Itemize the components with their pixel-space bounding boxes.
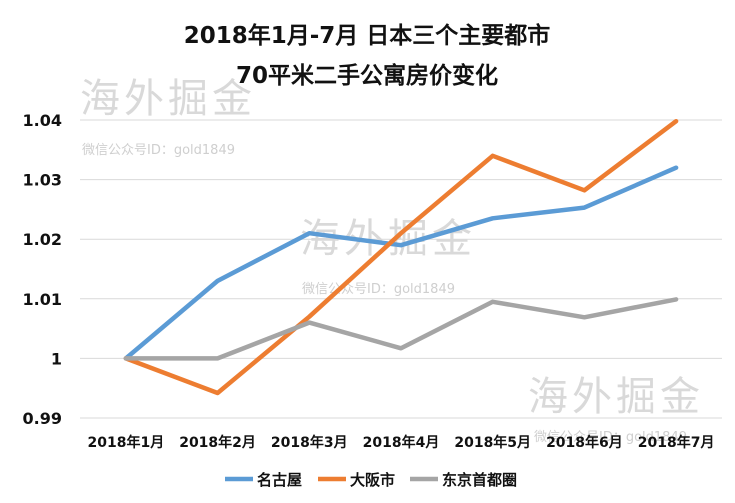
y-tick-label: 1.02 <box>23 230 62 249</box>
watermark-text: 海外掘金 <box>80 76 256 122</box>
legend: 名古屋 大阪市 东京首都圈 <box>225 471 517 489</box>
series-line-2 <box>123 118 679 396</box>
x-tick-label: 2018年6月 <box>546 434 623 451</box>
watermarks: 海外掘金微信公众号ID：gold1849海外掘金微信公众号ID：gold1849… <box>80 76 704 445</box>
watermark-text: 海外掘金 <box>528 374 704 420</box>
x-axis: 2018年1月 2018年2月 2018年3月 2018年4月 2018年5月 2018年… <box>87 434 714 451</box>
x-tick-label: 2018年3月 <box>271 434 348 451</box>
series-line-3 <box>123 297 679 361</box>
y-axis: 0.99 1 1.01 1.02 1.03 1.04 <box>23 111 62 428</box>
y-tick-label: 1.01 <box>23 290 62 309</box>
x-tick-label: 2018年1月 <box>87 434 164 451</box>
series-lines <box>123 118 679 396</box>
legend-label: 大阪市 <box>350 471 395 489</box>
y-tick-label: 1 <box>51 349 62 368</box>
watermark-subtext: 微信公众号ID：gold1849 <box>534 430 687 445</box>
y-tick-label: 1.04 <box>23 111 62 130</box>
watermark-subtext: 微信公众号ID：gold1849 <box>82 143 235 158</box>
y-tick-label: 1.03 <box>23 171 62 190</box>
y-tick-label: 0.99 <box>23 409 62 428</box>
x-tick-label: 2018年5月 <box>454 434 531 451</box>
chart-title-line: 70平米二手公寓房价变化 <box>236 62 498 89</box>
chart-title-line: 2018年1月-7月 日本三个主要都市 <box>184 22 551 49</box>
watermark-text: 海外掘金 <box>300 216 476 262</box>
legend-label: 东京首都圈 <box>442 471 517 489</box>
x-tick-label: 2018年2月 <box>179 434 256 451</box>
chart-title: 2018年1月-7月 日本三个主要都市 70平米二手公寓房价变化 <box>184 22 551 89</box>
x-tick-label: 2018年4月 <box>363 434 440 451</box>
legend-label: 名古屋 <box>257 471 302 489</box>
series-line-1 <box>123 165 679 361</box>
watermark-subtext: 微信公众号ID：gold1849 <box>302 282 455 297</box>
x-tick-label: 2018年7月 <box>638 434 715 451</box>
